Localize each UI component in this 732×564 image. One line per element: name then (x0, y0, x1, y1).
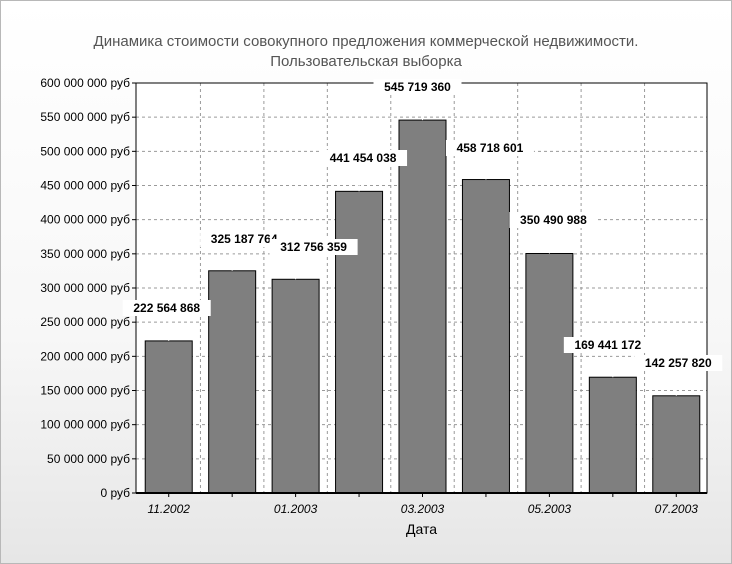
bar (335, 190, 384, 494)
data-label-bg (319, 150, 408, 166)
data-label: 169 441 172 (574, 338, 641, 352)
bar (525, 252, 574, 494)
y-tick-label: 200 000 000 руб (40, 349, 130, 363)
bar (271, 278, 320, 494)
y-tick-label: 500 000 000 руб (40, 144, 130, 158)
x-tick-label: 03.2003 (401, 502, 445, 516)
y-tick-label: 250 000 000 руб (40, 315, 130, 329)
y-tick-label: 50 000 000 руб (47, 452, 130, 466)
data-label-bg (122, 300, 211, 316)
x-tick-label: 05.2003 (528, 502, 572, 516)
y-tick-label: 400 000 000 руб (40, 213, 130, 227)
chart-subtitle: Пользовательская выборка (270, 53, 462, 70)
bar (652, 395, 701, 494)
data-label-bg (634, 355, 723, 371)
data-label: 545 719 360 (384, 80, 451, 94)
y-tick-label: 300 000 000 руб (40, 281, 130, 295)
bar (208, 270, 257, 494)
bar (588, 376, 637, 494)
y-tick-label: 350 000 000 руб (40, 247, 130, 261)
data-label: 142 257 820 (645, 356, 712, 370)
data-label: 441 454 038 (330, 151, 397, 165)
bar (144, 340, 193, 494)
data-label-bg (200, 231, 289, 247)
data-label-bg (269, 239, 358, 255)
chart-title: Динамика стоимости совокупного предложен… (93, 33, 639, 50)
data-label-bg (563, 337, 652, 353)
y-tick-label: 100 000 000 руб (40, 418, 130, 432)
x-tick-label: 01.2003 (274, 502, 318, 516)
data-label: 222 564 868 (133, 301, 200, 315)
bar (398, 119, 447, 494)
data-label: 458 718 601 (457, 141, 524, 155)
x-tick-label: 07.2003 (655, 502, 699, 516)
bar (461, 179, 510, 494)
y-tick-label: 150 000 000 руб (40, 384, 130, 398)
data-label: 325 187 764 (211, 232, 278, 246)
y-tick-label: 450 000 000 руб (40, 179, 130, 193)
x-tick-label: 11.2002 (147, 502, 190, 516)
data-label-bg (509, 212, 598, 228)
y-tick-label: 550 000 000 руб (40, 110, 130, 124)
x-axis-title: Дата (406, 521, 437, 537)
data-label-bg (445, 140, 534, 156)
data-label: 350 490 988 (520, 213, 587, 227)
y-tick-label: 600 000 000 руб (40, 76, 130, 90)
y-tick-label: 0 руб (100, 486, 130, 500)
data-label: 312 756 359 (280, 240, 347, 254)
data-label-bg (373, 79, 462, 95)
